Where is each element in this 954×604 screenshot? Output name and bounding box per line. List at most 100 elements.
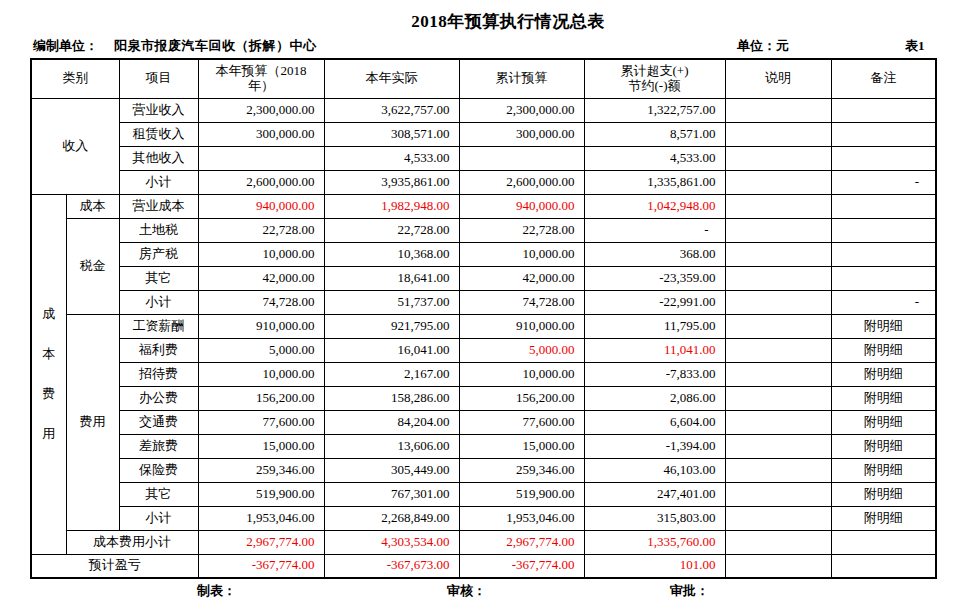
cell-actual: 22,728.00 [324, 218, 459, 242]
cell-variance: 1,042,948.00 [584, 194, 725, 218]
cell-note [725, 410, 831, 434]
cell-actual: 4,533.00 [324, 146, 459, 170]
cell-cum-budget: 10,000.00 [459, 242, 584, 266]
cell-variance: -22,991.00 [584, 290, 725, 314]
cell-budget: 10,000.00 [198, 362, 324, 386]
cell-actual: 13,606.00 [324, 434, 459, 458]
cell-variance: 46,103.00 [584, 458, 725, 482]
cell-item: 其它 [119, 482, 198, 506]
cell-budget: 259,346.00 [198, 458, 324, 482]
cell-remark: - [831, 170, 936, 194]
cell-cum-budget: 77,600.00 [459, 410, 584, 434]
budget-report-page: 2018年预算执行情况总表 编制单位： 阳泉市报废汽车回收（拆解）中心 单位：元… [0, 0, 954, 604]
cell-remark [831, 194, 936, 218]
cell-remark [831, 146, 936, 170]
table-row: 交通费 77,600.00 84,204.00 77,600.00 6,604.… [31, 410, 936, 434]
table-row: 招待费 10,000.00 2,167.00 10,000.00 -7,833.… [31, 362, 936, 386]
cell-budget: 519,900.00 [198, 482, 324, 506]
cell-item: 工资薪酬 [119, 314, 198, 338]
table-row: 小计 2,600,000.00 3,935,861.00 2,600,000.0… [31, 170, 936, 194]
cell-item: 保险费 [119, 458, 198, 482]
cell-item: 其它 [119, 266, 198, 290]
cell-remark [831, 98, 936, 122]
cell-item: 招待费 [119, 362, 198, 386]
cell-cum-budget: 940,000.00 [459, 194, 584, 218]
cell-remark: 附明细 [831, 506, 936, 530]
cell-remark [831, 530, 936, 554]
cell-cum-budget: 22,728.00 [459, 218, 584, 242]
cell-remark: 附明细 [831, 482, 936, 506]
cell-actual: 3,622,757.00 [324, 98, 459, 122]
table-row: 小计 1,953,046.00 2,268,849.00 1,953,046.0… [31, 506, 936, 530]
cell-note [725, 194, 831, 218]
table-row: 预计盈亏 -367,774.00 -367,673.00 -367,774.00… [31, 554, 936, 578]
cell-actual: 305,449.00 [324, 458, 459, 482]
table-row: 办公费 156,200.00 158,286.00 156,200.00 2,0… [31, 386, 936, 410]
cell-variance: 11,795.00 [584, 314, 725, 338]
cell-budget: 2,300,000.00 [198, 98, 324, 122]
cell-note [725, 554, 831, 578]
cell-cum-budget: 519,900.00 [459, 482, 584, 506]
prepared-by-label: 编制单位： [33, 37, 98, 55]
cell-cum-budget: 300,000.00 [459, 122, 584, 146]
cell-cum-budget: 42,000.00 [459, 266, 584, 290]
cell-budget: 2,967,774.00 [198, 530, 324, 554]
cell-remark [831, 218, 936, 242]
cell-actual: 16,041.00 [324, 338, 459, 362]
cell-cum-budget: 910,000.00 [459, 314, 584, 338]
cell-subcategory-tax: 税金 [66, 218, 119, 314]
table-row: 保险费 259,346.00 305,449.00 259,346.00 46,… [31, 458, 936, 482]
cell-remark: 附明细 [831, 386, 936, 410]
cell-item: 其他收入 [119, 146, 198, 170]
cell-cum-budget: 259,346.00 [459, 458, 584, 482]
cell-item: 办公费 [119, 386, 198, 410]
cell-subcategory-cost: 成本 [66, 194, 119, 218]
col-header-remark: 备注 [831, 59, 936, 98]
cell-category-cost-expense: 成本费用 [31, 194, 66, 554]
cell-remark: 附明细 [831, 458, 936, 482]
cell-note [725, 482, 831, 506]
cell-actual: 2,268,849.00 [324, 506, 459, 530]
cell-actual: 4,303,534.00 [324, 530, 459, 554]
col-header-actual: 本年实际 [324, 59, 459, 98]
cell-cum-budget: 1,953,046.00 [459, 506, 584, 530]
cell-actual: 84,204.00 [324, 410, 459, 434]
cell-budget: 74,728.00 [198, 290, 324, 314]
reviewer-label: 审核： [447, 582, 486, 600]
approver-label: 审批： [670, 582, 709, 600]
cell-actual: 767,301.00 [324, 482, 459, 506]
cell-actual: 1,982,948.00 [324, 194, 459, 218]
cell-variance: 1,335,861.00 [584, 170, 725, 194]
cell-cum-budget: 5,000.00 [459, 338, 584, 362]
cell-cum-budget: 156,200.00 [459, 386, 584, 410]
cell-item-profit-loss: 预计盈亏 [31, 554, 198, 578]
cell-note [725, 434, 831, 458]
cell-cum-budget: 2,300,000.00 [459, 98, 584, 122]
cell-budget: 300,000.00 [198, 122, 324, 146]
cell-item: 福利费 [119, 338, 198, 362]
signature-row: 制表： 审核： 审批： [0, 582, 954, 600]
cell-note [725, 122, 831, 146]
cell-note [725, 362, 831, 386]
table-row: 租赁收入 300,000.00 308,571.00 300,000.00 8,… [31, 122, 936, 146]
cell-variance: 8,571.00 [584, 122, 725, 146]
cell-actual: -367,673.00 [324, 554, 459, 578]
cell-budget: 5,000.00 [198, 338, 324, 362]
cell-budget: 2,600,000.00 [198, 170, 324, 194]
cell-variance: 11,041.00 [584, 338, 725, 362]
cell-item: 差旅费 [119, 434, 198, 458]
cell-cum-budget: 2,600,000.00 [459, 170, 584, 194]
cell-variance: 368.00 [584, 242, 725, 266]
cell-note [725, 338, 831, 362]
cell-item: 小计 [119, 506, 198, 530]
cell-budget: 1,953,046.00 [198, 506, 324, 530]
cell-actual: 308,571.00 [324, 122, 459, 146]
cell-variance: -7,833.00 [584, 362, 725, 386]
cell-note [725, 170, 831, 194]
col-header-cum-budget: 累计预算 [459, 59, 584, 98]
cell-note [725, 290, 831, 314]
cell-variance: 315,803.00 [584, 506, 725, 530]
cell-actual: 158,286.00 [324, 386, 459, 410]
cell-budget: 42,000.00 [198, 266, 324, 290]
cell-remark: 附明细 [831, 362, 936, 386]
